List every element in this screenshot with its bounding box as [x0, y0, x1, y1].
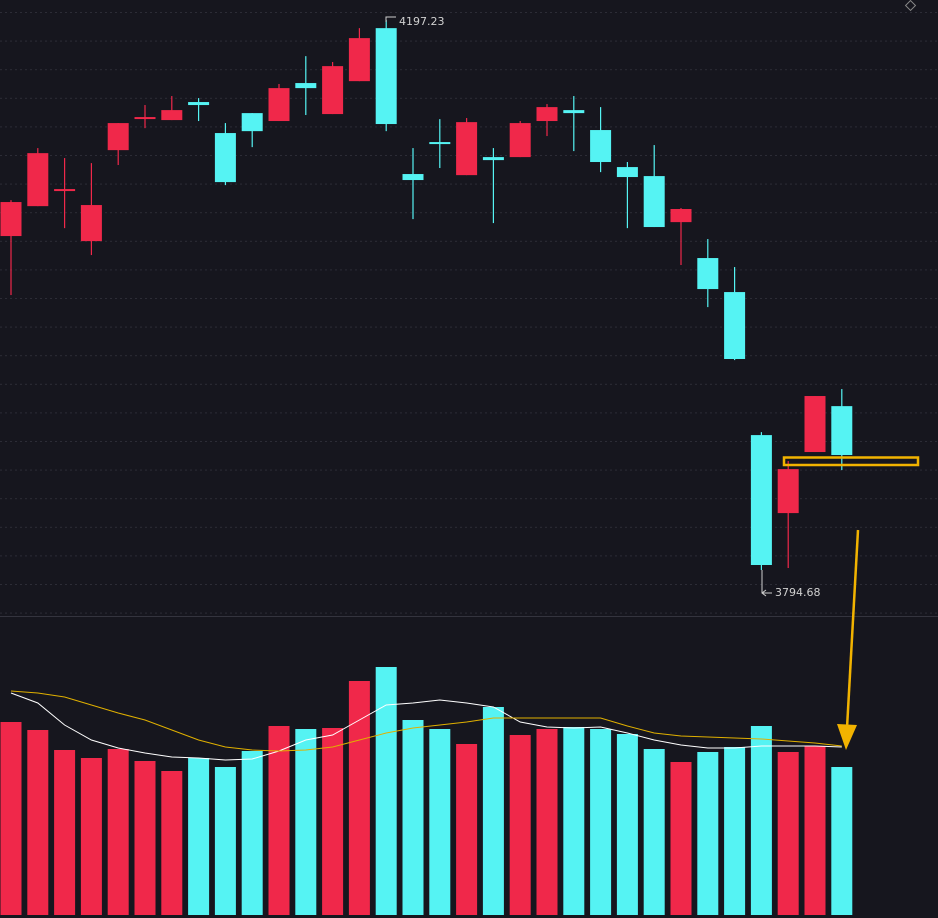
candle-body [27, 153, 49, 207]
volume-bar [402, 720, 424, 915]
moving-average-line [10, 690, 842, 752]
candle-body [697, 258, 719, 290]
volume-bar [161, 771, 183, 915]
volume-bar [375, 667, 397, 915]
candle-body [563, 110, 585, 114]
volume-bar [348, 681, 370, 915]
volume-bar [482, 707, 504, 915]
volume-bar [134, 761, 156, 915]
volume-bar [616, 734, 638, 915]
volume-bar [80, 758, 102, 915]
candle-body [750, 435, 772, 566]
volume-bar [188, 758, 210, 915]
candle-body [107, 123, 129, 151]
candle-body [643, 176, 665, 228]
diamond-icon[interactable] [904, 0, 917, 12]
volume-bar [241, 751, 263, 915]
candle-body [804, 396, 826, 453]
candle-body [429, 142, 451, 145]
candle-body [214, 133, 236, 183]
candle-body [161, 110, 183, 121]
candle-body [54, 189, 76, 192]
volume-bar [509, 735, 531, 915]
highlight-box [782, 456, 920, 467]
candle-body [295, 83, 317, 89]
volume-bar [107, 749, 129, 915]
candle-body [348, 38, 370, 82]
volume-bar [27, 730, 49, 915]
candle-body [0, 202, 22, 237]
candle-body [188, 102, 210, 106]
volume-bar [563, 727, 585, 915]
candle-body [509, 123, 531, 158]
volume-bar [536, 729, 558, 915]
candle-body [724, 292, 746, 360]
candle-body [777, 469, 799, 514]
volume [0, 667, 853, 915]
volume-bar [0, 722, 22, 915]
candle-body [241, 113, 263, 132]
candle-body [375, 28, 397, 125]
low-label: 3794.68 [775, 586, 821, 599]
candle-body [831, 406, 853, 456]
candle-body [322, 66, 344, 115]
volume-bar [750, 726, 772, 915]
moving-average-line [10, 692, 842, 761]
volume-bar [54, 750, 76, 915]
volume-bar [643, 749, 665, 915]
candle-body [268, 88, 290, 122]
volume-bar [697, 752, 719, 915]
volume-bar [322, 728, 344, 915]
volume-bar [456, 744, 478, 915]
candle-body [482, 157, 504, 161]
volume-bar [590, 729, 612, 915]
volume-bar [429, 729, 451, 915]
high-label: 4197.23 [399, 15, 445, 28]
candle-body [590, 130, 612, 163]
candle-body [670, 209, 692, 223]
volume-bar [295, 729, 317, 915]
arrow-shaft [845, 529, 860, 729]
candle-body [134, 117, 156, 120]
arrow-head [837, 724, 857, 750]
high-pointer [385, 16, 396, 22]
volume-bar [724, 747, 746, 915]
candles [0, 20, 853, 570]
candle-body [80, 205, 102, 242]
volume-bar [214, 767, 236, 915]
candle-body [402, 174, 424, 181]
volume-bar [268, 726, 290, 915]
volume-bar [777, 752, 799, 915]
candle-body [456, 122, 478, 176]
volume-bar [804, 746, 826, 915]
volume-bar [831, 767, 853, 915]
volume-bar [670, 762, 692, 915]
background-grid [0, 0, 938, 615]
candle-body [536, 107, 558, 122]
low-pointer [761, 570, 772, 597]
candle-body [616, 167, 638, 178]
